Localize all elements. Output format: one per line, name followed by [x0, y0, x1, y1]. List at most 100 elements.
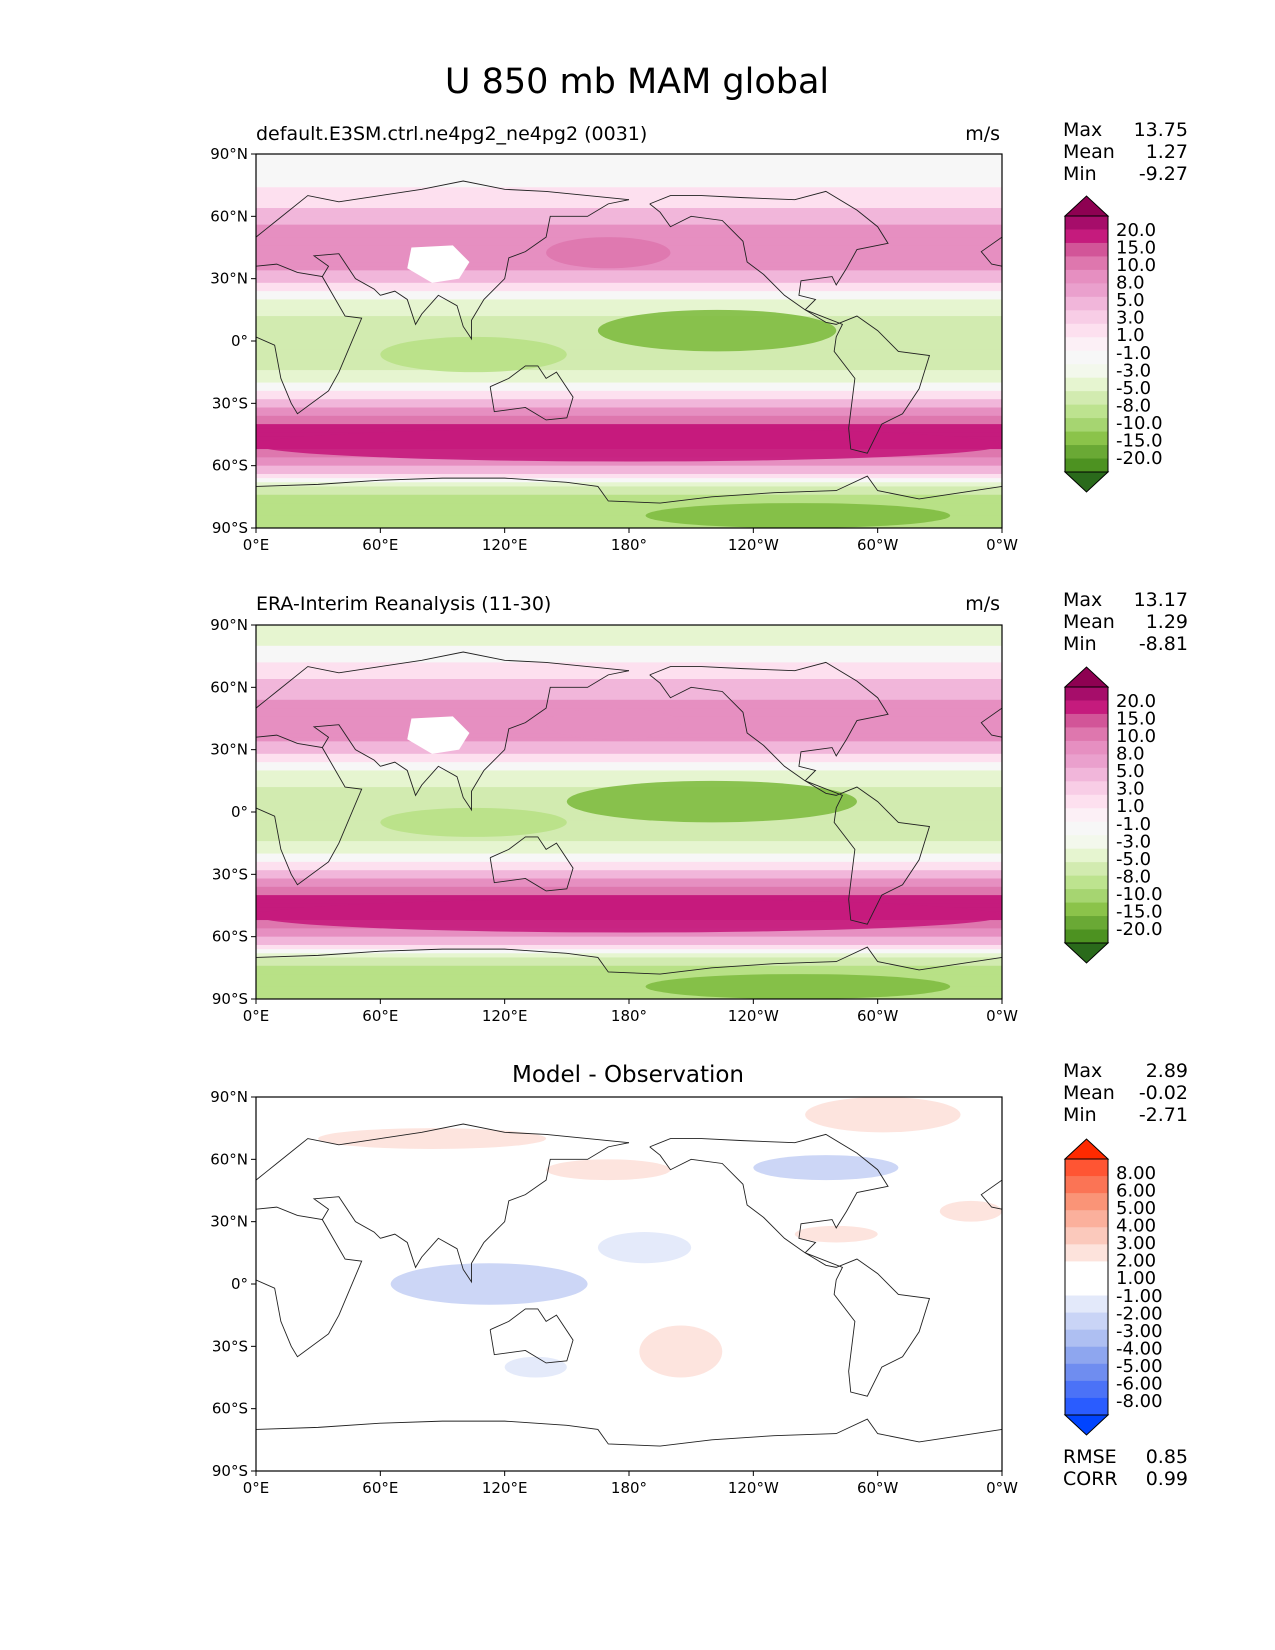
colorbar-label: 1.0: [1116, 325, 1145, 346]
colorbar-label: -10.0: [1116, 884, 1163, 905]
lat-tick-label: 90°N: [210, 145, 248, 163]
test-min-value: -9.27: [1139, 163, 1188, 185]
zonal-band: [256, 390, 1002, 396]
zonal-band: [256, 286, 1002, 292]
coastlines: [256, 180, 1002, 504]
colorbar-segment: [1065, 1210, 1108, 1228]
colorbar-segment: [1065, 700, 1108, 715]
colorbar-segment: [1065, 1193, 1108, 1211]
difference-mean-value: -0.02: [1139, 1082, 1188, 1104]
zonal-band: [256, 749, 1002, 755]
zonal-band: [256, 478, 1002, 483]
colorbar-label: 3.0: [1116, 779, 1145, 800]
coastline: [980, 236, 1002, 267]
difference-mean-label: Mean: [1063, 1082, 1115, 1104]
colorbar-segment: [1065, 1244, 1108, 1262]
zonal-band: [256, 762, 1002, 767]
reference-min-value: -8.81: [1139, 633, 1188, 655]
zonal-band: [256, 386, 1002, 392]
zonal-band: [256, 691, 1002, 697]
zonal-band: [256, 403, 1002, 408]
zonal-band: [256, 633, 1002, 638]
colorbar-segment: [1065, 418, 1108, 433]
lat-tick-label: 60°S: [212, 1400, 248, 1418]
lon-tick-label: 180°: [611, 536, 647, 554]
colorbar-label: 1.00: [1116, 1268, 1156, 1289]
colorbar-label: 5.00: [1116, 1198, 1156, 1219]
zonal-band: [256, 482, 1002, 487]
lon-tick-label: 0°W: [986, 1007, 1018, 1025]
lon-tick-label: 60°E: [362, 1479, 398, 1497]
zonal-band: [256, 662, 1002, 668]
colorbar-segment: [1065, 310, 1108, 325]
zonal-band: [256, 158, 1002, 163]
colorbar-extend-max: [1063, 666, 1110, 688]
zonal-band: [256, 473, 1002, 479]
zonal-band: [256, 208, 1002, 213]
zonal-band: [256, 932, 1002, 938]
colorbar-label: 10.0: [1116, 726, 1156, 747]
zonal-band: [256, 166, 1002, 172]
zonal-band: [256, 266, 1002, 271]
anomaly-north-atlantic-positive: [939, 1200, 1002, 1222]
zonal-band: [256, 849, 1002, 855]
colorbar-label: -10.0: [1116, 413, 1163, 434]
zonal-band: [256, 978, 1002, 983]
anomaly-eurasia-positive: [318, 1128, 547, 1149]
zonal-band: [256, 828, 1002, 834]
test-panel: default.E3SM.ctrl.ne4pg2_ne4pg2 (0031) m…: [210, 123, 1018, 554]
colorbar-segment: [1065, 1312, 1108, 1331]
coastline: [312, 670, 630, 812]
colorbar-label: 2.00: [1116, 1251, 1156, 1272]
zonal-band: [256, 224, 1002, 230]
rmse-value: 0.85: [1146, 1446, 1188, 1468]
zonal-band: [256, 203, 1002, 209]
lon-tick-label: 120°E: [482, 1007, 528, 1025]
feature-antarctic-easterlies: [645, 503, 951, 528]
zonal-band: [256, 861, 1002, 867]
lon-tick-label: 0°E: [243, 1007, 270, 1025]
zonal-band: [256, 629, 1002, 634]
anomaly-arctic-canada-positive: [805, 1097, 961, 1133]
colorbar-segment: [1065, 1278, 1108, 1297]
zonal-band: [256, 683, 1002, 688]
zonal-band: [256, 299, 1002, 305]
reference-max-value: 13.17: [1134, 589, 1188, 611]
lon-tick-label: 60°E: [362, 1007, 398, 1025]
colorbar-frame: [1064, 1158, 1109, 1416]
colorbar-segment: [1065, 848, 1108, 863]
zonal-band: [256, 699, 1002, 705]
feature-north-pacific-westerlies: [546, 708, 681, 740]
reference-title-left: ERA-Interim Reanalysis (11-30): [256, 593, 551, 615]
lon-tick-label: 120°W: [728, 1007, 779, 1025]
zonal-band: [256, 770, 1002, 776]
colorbar-segment: [1065, 794, 1108, 809]
zonal-band: [256, 895, 1002, 900]
colorbar-segment: [1065, 242, 1108, 257]
feature-indian-ocean-easterlies: [380, 807, 567, 837]
reference-title-right: m/s: [965, 593, 1000, 615]
colorbar-segment: [1065, 902, 1108, 917]
colorbar-segment: [1065, 821, 1108, 836]
lat-tick-label: 30°N: [210, 270, 248, 288]
field: [256, 154, 1002, 528]
zonal-band: [256, 382, 1002, 388]
zonal-band: [256, 515, 1002, 521]
colorbar-label: 3.00: [1116, 1233, 1156, 1254]
zonal-band: [256, 415, 1002, 421]
lon-tick-label: 180°: [611, 1479, 647, 1497]
zonal-band: [256, 944, 1002, 950]
test-mean-value: 1.27: [1146, 141, 1188, 163]
colorbar-segment: [1065, 364, 1108, 379]
zonal-band: [256, 232, 1002, 238]
zonal-band: [256, 845, 1002, 850]
zonal-band: [256, 174, 1002, 180]
reference-max-label: Max: [1063, 589, 1102, 611]
zonal-band: [256, 199, 1002, 205]
colorbar-label: 20.0: [1116, 220, 1156, 241]
zonal-band: [256, 461, 1002, 467]
zonal-band: [256, 666, 1002, 672]
lat-tick-label: 0°: [231, 1275, 248, 1293]
zonal-band: [256, 374, 1002, 379]
lat-tick-label: 60°N: [210, 207, 248, 225]
